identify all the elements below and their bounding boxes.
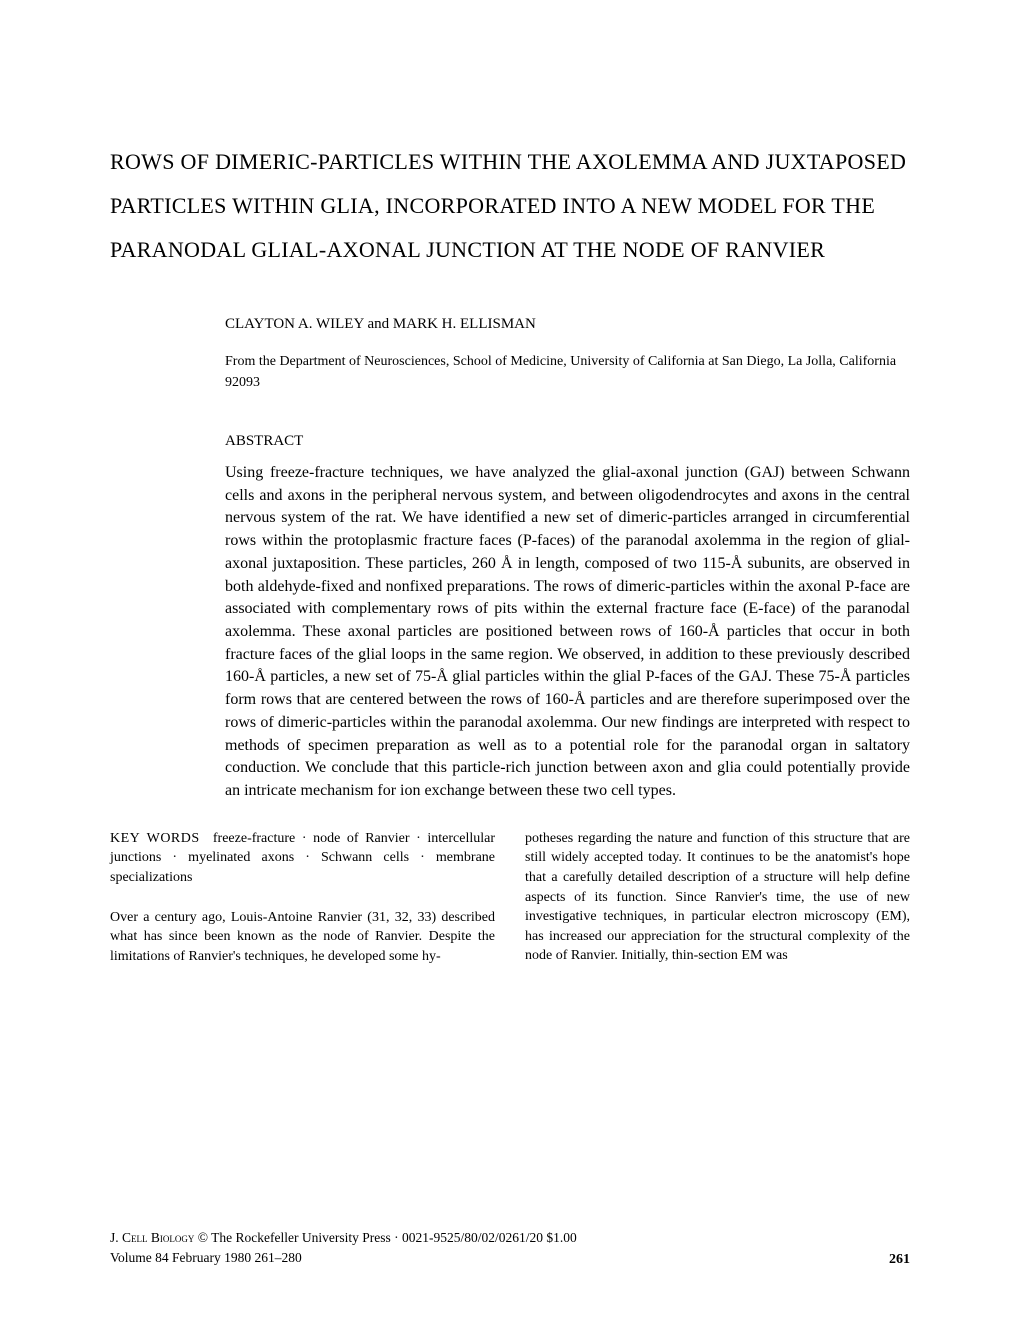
column-right: potheses regarding the nature and functi… [525, 829, 910, 967]
page-number: 261 [889, 1252, 910, 1268]
affiliation: From the Department of Neurosciences, Sc… [225, 351, 910, 393]
keywords-block: KEY WORDS freeze-fracture · node of Ranv… [110, 829, 495, 888]
keywords-label: KEY WORDS [110, 831, 200, 846]
journal-name: J. Cell Biology [110, 1230, 194, 1245]
intro-paragraph-right: potheses regarding the nature and functi… [525, 829, 910, 966]
abstract-heading: ABSTRACT [225, 433, 910, 450]
authors: CLAYTON A. WILEY and MARK H. ELLISMAN [225, 316, 910, 333]
volume-line: Volume 84 February 1980 261–280 [110, 1250, 302, 1265]
body-columns: KEY WORDS freeze-fracture · node of Ranv… [110, 829, 910, 967]
copyright-line: © The Rockefeller University Press · 002… [194, 1230, 576, 1245]
footer-citation: J. Cell Biology © The Rockefeller Univer… [110, 1228, 577, 1269]
abstract-body: Using freeze-fracture techniques, we hav… [225, 462, 910, 803]
article-title: ROWS OF DIMERIC-PARTICLES WITHIN THE AXO… [110, 140, 910, 272]
column-left: KEY WORDS freeze-fracture · node of Ranv… [110, 829, 495, 967]
intro-paragraph-left: Over a century ago, Louis-Antoine Ranvie… [110, 908, 495, 967]
page-footer: J. Cell Biology © The Rockefeller Univer… [110, 1228, 910, 1269]
